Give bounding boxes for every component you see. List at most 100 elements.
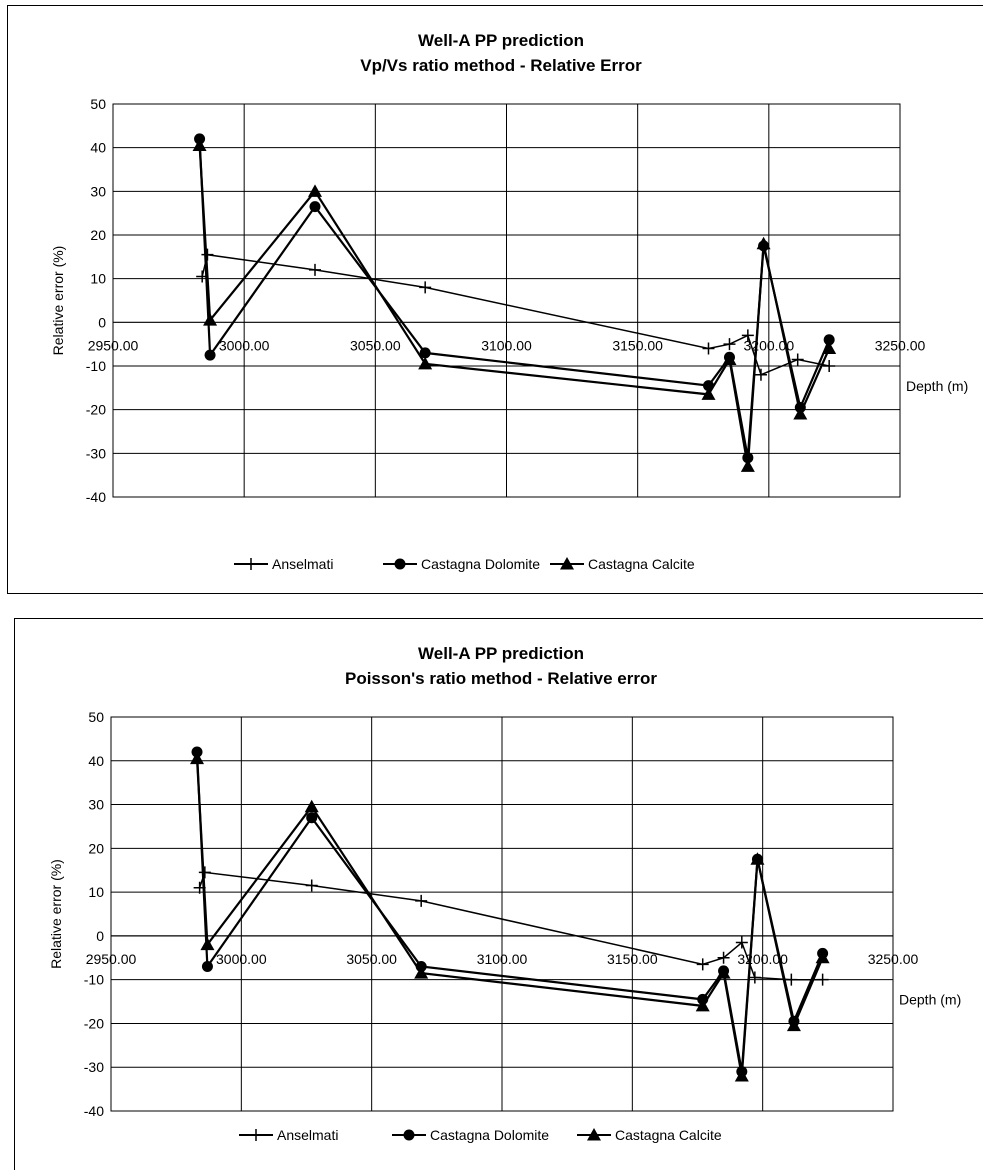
data-point-plus [419, 281, 432, 294]
data-point-plus [717, 951, 730, 964]
data-point-triangle [192, 138, 207, 151]
legend-label: Castagna Dolomite [430, 1127, 549, 1143]
y-tick-label: -30 [86, 445, 106, 461]
legend-marker-plus [245, 558, 257, 570]
data-point-circle [204, 349, 216, 361]
chart-vpvs-svg: Well-A PP prediction Vp/Vs ratio method -… [50, 31, 968, 572]
data-point-triangle [695, 998, 710, 1012]
series-line-plus [201, 253, 830, 376]
y-tick-label: 0 [98, 314, 106, 330]
data-point-triangle [734, 1068, 749, 1082]
data-point-triangle [307, 184, 322, 197]
y-tick-label: -10 [86, 358, 106, 374]
data-point-plus [791, 353, 804, 366]
data-point-plus [816, 973, 829, 986]
data-point-circle [309, 201, 321, 213]
data-point-triangle [716, 966, 731, 979]
chart-title: Well-A PP prediction [418, 31, 584, 50]
y-tick-label: 30 [88, 797, 104, 813]
chart-subtitle: Vp/Vs ratio method - Relative Error [360, 56, 642, 75]
legend-marker-circle [394, 558, 406, 570]
y-axis-label: Relative error (%) [50, 246, 66, 356]
legend-marker-circle [403, 1129, 415, 1141]
data-point-plus [702, 342, 715, 355]
x-tick-label: 2950.00 [86, 951, 137, 967]
data-point-triangle [740, 459, 755, 472]
data-point-circle [306, 812, 318, 824]
x-tick-label: 3000.00 [216, 951, 267, 967]
data-point-plus [785, 973, 798, 986]
chart-panel-vpvs: Well-A PP prediction Vp/Vs ratio method -… [7, 5, 983, 594]
x-tick-label: 3000.00 [219, 337, 270, 353]
data-point-plus [754, 368, 767, 381]
series-line-triangle [198, 145, 831, 467]
data-point-plus [308, 263, 321, 276]
y-tick-label: -20 [84, 1015, 104, 1031]
data-point-plus [741, 329, 754, 342]
data-point-triangle [190, 751, 205, 765]
data-point-triangle [750, 852, 765, 865]
x-tick-label: 3050.00 [350, 337, 401, 353]
x-tick-label: 3150.00 [612, 337, 663, 353]
data-point-plus [696, 958, 709, 971]
y-tick-label: 20 [90, 227, 106, 243]
x-tick-label: 2950.00 [88, 337, 139, 353]
data-point-triangle [793, 407, 808, 420]
legend-label: Castagna Calcite [588, 556, 695, 572]
x-tick-label: 3250.00 [868, 951, 919, 967]
x-axis-label: Depth (m) [899, 992, 961, 1008]
data-point-plus [748, 971, 761, 984]
legend-label: Castagna Calcite [615, 1127, 722, 1143]
data-point-plus [415, 894, 428, 907]
data-point-circle [201, 961, 213, 973]
data-point-triangle [304, 799, 319, 813]
data-point-triangle [200, 937, 215, 951]
chart-panel-poisson: Well-A PP prediction Poisson's ratio meth… [14, 618, 983, 1170]
data-point-circle [823, 334, 835, 346]
data-point-triangle [701, 387, 716, 400]
y-axis-label: Relative error (%) [48, 859, 64, 969]
y-tick-label: -30 [84, 1059, 104, 1075]
data-point-triangle [815, 950, 830, 964]
data-point-triangle [786, 1018, 801, 1032]
y-tick-label: 50 [90, 96, 106, 112]
y-tick-label: -20 [86, 402, 106, 418]
legend-marker-triangle [560, 557, 574, 570]
data-point-plus [723, 338, 736, 351]
x-axis-label: Depth (m) [906, 378, 968, 394]
y-tick-label: 40 [88, 753, 104, 769]
data-point-triangle [203, 313, 218, 326]
data-point-triangle [414, 966, 429, 979]
y-tick-label: 30 [90, 183, 106, 199]
data-point-circle [419, 347, 431, 359]
legend-label: Anselmati [272, 556, 333, 572]
legend-marker-plus [250, 1129, 262, 1141]
series-line-triangle [195, 758, 824, 1077]
data-point-plus [305, 879, 318, 892]
y-tick-label: 50 [88, 709, 104, 725]
x-tick-label: 3050.00 [346, 951, 397, 967]
data-point-triangle [756, 236, 771, 250]
y-tick-label: 40 [90, 140, 106, 156]
data-point-triangle [722, 352, 737, 365]
chart-subtitle: Poisson's ratio method - Relative error [345, 669, 657, 688]
data-point-triangle [822, 341, 837, 355]
y-tick-label: 10 [88, 884, 104, 900]
y-tick-label: 0 [96, 928, 104, 944]
y-tick-label: -10 [84, 972, 104, 988]
y-tick-label: -40 [86, 489, 106, 505]
data-point-plus [735, 936, 748, 949]
data-point-triangle [418, 356, 433, 370]
legend-marker-triangle [587, 1128, 601, 1141]
legend-label: Anselmati [277, 1127, 338, 1143]
y-tick-label: 10 [90, 271, 106, 287]
y-tick-label: -40 [84, 1103, 104, 1119]
x-tick-label: 3250.00 [875, 337, 926, 353]
legend-label: Castagna Dolomite [421, 556, 540, 572]
chart-poisson-svg: Well-A PP prediction Poisson's ratio meth… [48, 644, 961, 1143]
x-tick-label: 3100.00 [477, 951, 528, 967]
chart-title: Well-A PP prediction [418, 644, 584, 663]
y-tick-label: 20 [88, 840, 104, 856]
x-tick-label: 3100.00 [481, 337, 532, 353]
data-point-plus [198, 866, 211, 879]
